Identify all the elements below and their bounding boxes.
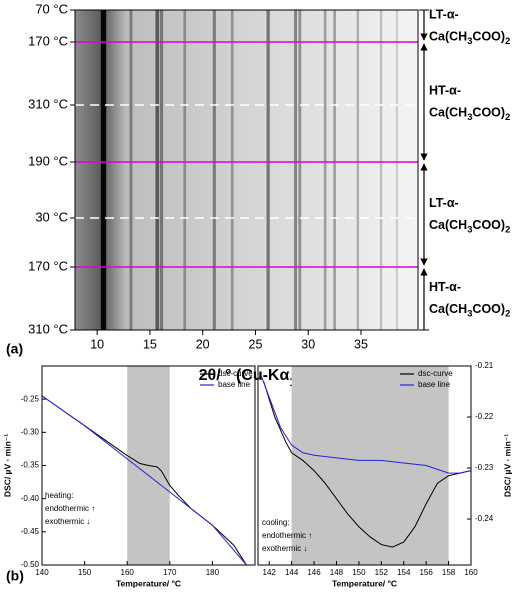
- diffraction-stripe: [159, 10, 164, 330]
- note: exothermic ↓: [262, 544, 307, 553]
- legend-label: dsc-curve: [418, 369, 453, 378]
- diffraction-stripe: [266, 10, 270, 330]
- legend-label: base line: [418, 380, 451, 389]
- phase-label: Ca(CH3COO)2: [429, 302, 510, 319]
- x-axis-title: Temperature/ °C: [332, 578, 397, 588]
- x-tick-label: 148: [330, 568, 344, 577]
- x-tick-label: 154: [397, 568, 411, 577]
- x-axis-title: Temperature/ °C: [116, 578, 181, 588]
- x-tick-label: 146: [307, 568, 321, 577]
- phase-label: Ca(CH3COO)2: [429, 29, 510, 46]
- x-tick-label: 150: [352, 568, 366, 577]
- image-background: [75, 10, 418, 330]
- phase-label: Ca(CH3COO)2: [429, 105, 510, 122]
- diffraction-stripe: [155, 10, 160, 330]
- y-tick-label: -0.35: [21, 461, 40, 470]
- diffraction-stripe: [100, 10, 107, 330]
- dsc-line: [41, 395, 247, 566]
- row-label: 310 °C: [28, 96, 68, 111]
- x-tick-label: 150: [78, 568, 92, 577]
- y-tick-label: -0.40: [21, 494, 40, 503]
- x-tick-label: 158: [442, 568, 456, 577]
- diffraction-stripe: [395, 10, 398, 330]
- note: endothermic ↑: [262, 531, 312, 540]
- diffraction-stripe: [230, 10, 234, 330]
- panel-label: (a): [6, 341, 23, 357]
- x-tick-label: 20: [196, 337, 210, 351]
- x-tick-label: 144: [285, 568, 299, 577]
- x-tick-label: 142: [263, 568, 277, 577]
- note: exothermic ↓: [45, 517, 90, 526]
- x-tick-label: 15: [143, 337, 157, 351]
- x-tick-label: 35: [354, 337, 368, 351]
- dsc-line: [260, 376, 472, 474]
- diffraction-stripe: [212, 10, 216, 330]
- phase-label: Ca(CH3COO)2: [429, 218, 510, 235]
- phase-label: HT-α-: [429, 280, 461, 294]
- dsc-line: [263, 381, 472, 548]
- y-axis-title: DSC/ µV · min⁻¹: [2, 434, 12, 497]
- y-tick-label: -0.23: [475, 463, 494, 472]
- row-label: 170 °C: [28, 33, 68, 48]
- diffraction-stripe: [379, 10, 383, 330]
- row-label: 190 °C: [28, 153, 68, 168]
- y-tick-label: -0.22: [475, 412, 494, 421]
- note: endothermic ↑: [45, 504, 95, 513]
- phase-label: HT-α-: [429, 83, 461, 97]
- row-label: 310 °C: [28, 321, 68, 336]
- y-tick-label: -0.45: [21, 527, 40, 536]
- x-tick-label: 140: [35, 568, 49, 577]
- diffraction-stripe: [129, 10, 133, 330]
- x-tick-label: 160: [464, 568, 478, 577]
- x-tick-label: 25: [249, 337, 263, 351]
- y-tick-label: -0.25: [21, 394, 40, 403]
- x-tick-label: 10: [90, 337, 104, 351]
- x-tick-label: 170: [163, 568, 177, 577]
- legend-label: dsc-curve: [218, 369, 253, 378]
- plot-frame: [257, 365, 472, 566]
- y-tick-label: -0.30: [21, 427, 40, 436]
- phase-label: LT-α-: [429, 7, 459, 21]
- legend-label: base line: [218, 380, 251, 389]
- x-tick-label: 152: [375, 568, 389, 577]
- x-tick-label: 156: [419, 568, 433, 577]
- y-axis-title: DSC/ µV · min⁻¹: [502, 434, 512, 497]
- y-tick-label: -0.24: [475, 514, 494, 523]
- x-tick-label: 30: [301, 337, 315, 351]
- panel-label: (b): [6, 568, 24, 584]
- y-tick-label: -0.50: [21, 560, 40, 569]
- note: heating:: [45, 491, 73, 500]
- diffraction-stripe: [333, 10, 336, 330]
- note: cooling:: [262, 518, 290, 527]
- phase-label: LT-α-: [429, 196, 459, 210]
- x-tick-label: 180: [206, 568, 220, 577]
- y-tick-label: -0.21: [475, 361, 494, 370]
- diffraction-stripe: [183, 10, 187, 330]
- image-frame: [74, 9, 419, 331]
- x-tick-label: 160: [121, 568, 135, 577]
- diffraction-stripe: [323, 10, 327, 330]
- diffraction-stripe: [294, 10, 298, 330]
- diffraction-stripe: [298, 10, 302, 330]
- diffraction-stripe: [356, 10, 360, 330]
- row-label: 70 °C: [35, 1, 68, 16]
- row-label: 170 °C: [28, 258, 68, 273]
- row-label: 30 °C: [35, 209, 68, 224]
